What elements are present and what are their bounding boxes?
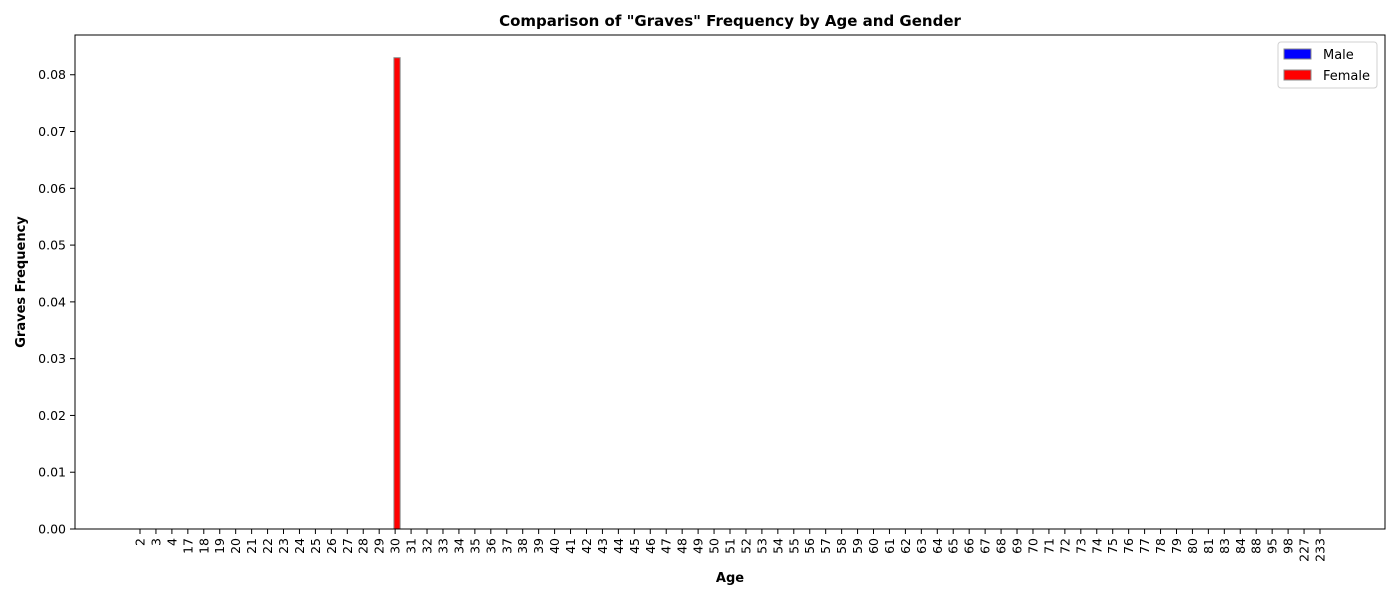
x-axis-label: Age (716, 571, 744, 586)
x-tick-label: 20 (228, 538, 243, 554)
y-tick-label: 0.02 (38, 408, 66, 423)
x-tick-label: 21 (244, 538, 259, 554)
x-tick-label: 34 (451, 538, 466, 554)
x-tick-label: 55 (786, 538, 801, 554)
x-tick-label: 39 (531, 538, 546, 554)
legend-label-female: Female (1323, 69, 1370, 84)
x-tick-label: 38 (515, 538, 530, 554)
y-tick-label: 0.03 (38, 351, 66, 366)
x-tick-label: 62 (898, 538, 913, 554)
x-tick-label: 28 (356, 538, 371, 554)
y-tick-label: 0.08 (38, 67, 66, 82)
legend: Male Female (1277, 41, 1378, 89)
y-tick-label: 0.00 (38, 522, 66, 537)
x-tick-label: 65 (946, 538, 961, 554)
x-tick-label: 58 (834, 538, 849, 554)
x-tick-label: 66 (962, 538, 977, 554)
x-tick-label: 75 (1105, 538, 1120, 554)
x-tick-label: 67 (978, 538, 993, 554)
x-tick-label: 31 (404, 538, 419, 554)
x-tick-label: 19 (212, 538, 227, 554)
x-tick-label: 227 (1297, 538, 1312, 562)
x-tick-label: 70 (1025, 538, 1040, 554)
bar-female (393, 57, 401, 530)
x-tick-label: 3 (148, 538, 163, 546)
x-tick-label: 84 (1233, 538, 1248, 554)
y-tick-label: 0.06 (38, 181, 66, 196)
x-tick-label: 22 (260, 538, 275, 554)
x-tick-label: 77 (1137, 538, 1152, 554)
x-tick-label: 54 (770, 538, 785, 554)
x-tick-label: 233 (1313, 538, 1328, 562)
x-tick-label: 45 (627, 538, 642, 554)
x-tick-label: 41 (563, 538, 578, 554)
x-tick-label: 88 (1249, 538, 1264, 554)
x-tick-label: 76 (1121, 538, 1136, 554)
x-tick-label: 2 (133, 538, 148, 546)
x-tick-label: 78 (1153, 538, 1168, 554)
chart-title: Comparison of "Graves" Frequency by Age … (499, 12, 961, 30)
x-tick-label: 25 (308, 538, 323, 554)
y-tick-label: 0.05 (38, 238, 66, 253)
x-tick-label: 50 (707, 538, 722, 554)
x-tick-label: 64 (930, 538, 945, 554)
plot-frame (74, 34, 1386, 530)
x-tick-label: 33 (435, 538, 450, 554)
x-tick-label: 53 (754, 538, 769, 554)
x-tick-label: 56 (802, 538, 817, 554)
x-tick-label: 40 (547, 538, 562, 554)
y-tick-label: 0.01 (38, 465, 66, 480)
x-tick-label: 52 (738, 538, 753, 554)
x-tick-label: 79 (1169, 538, 1184, 554)
x-tick-label: 68 (994, 538, 1009, 554)
x-tick-label: 73 (1073, 538, 1088, 554)
x-tick-label: 4 (164, 538, 179, 546)
x-tick-label: 71 (1041, 538, 1056, 554)
x-tick-label: 49 (691, 538, 706, 554)
x-tick-label: 30 (388, 538, 403, 554)
x-tick-label: 35 (467, 538, 482, 554)
x-tick-label: 69 (1010, 538, 1025, 554)
x-tick-label: 43 (595, 538, 610, 554)
x-tick-label: 72 (1057, 538, 1072, 554)
x-tick-label: 61 (882, 538, 897, 554)
y-axis: 0.00 0.01 0.02 0.03 0.04 0.05 0.06 0.07 0.08 (38, 67, 75, 537)
x-tick-label: 27 (340, 538, 355, 554)
x-tick-label: 57 (818, 538, 833, 554)
x-tick-label: 48 (675, 538, 690, 554)
x-tick-label: 29 (372, 538, 387, 554)
x-tick-label: 98 (1281, 538, 1296, 554)
legend-swatch-female (1283, 69, 1312, 81)
x-tick-label: 42 (579, 538, 594, 554)
x-tick-label: 80 (1185, 538, 1200, 554)
x-tick-label: 26 (324, 538, 339, 554)
x-tick-label: 83 (1217, 538, 1232, 554)
x-axis: 2 3 4 17 18 19 20 21 22 23 24 25 26 27 28 29 30 31 32 33 34 3… (133, 529, 1328, 562)
x-tick-label: 37 (499, 538, 514, 554)
x-tick-label: 18 (196, 538, 211, 554)
x-tick-label: 63 (914, 538, 929, 554)
x-tick-label: 95 (1265, 538, 1280, 554)
y-tick-label: 0.07 (38, 124, 66, 139)
x-tick-label: 32 (420, 538, 435, 554)
x-tick-label: 46 (643, 538, 658, 554)
bars-layer (393, 57, 401, 530)
x-tick-label: 23 (276, 538, 291, 554)
x-tick-label: 47 (659, 538, 674, 554)
x-tick-label: 36 (483, 538, 498, 554)
legend-label-male: Male (1323, 48, 1354, 63)
y-axis-label: Graves Frequency (14, 216, 29, 348)
x-tick-label: 24 (292, 538, 307, 554)
x-tick-label: 17 (180, 538, 195, 554)
y-tick-label: 0.04 (38, 294, 66, 309)
legend-swatch-male (1283, 48, 1312, 60)
x-tick-label: 81 (1201, 538, 1216, 554)
x-tick-label: 44 (611, 538, 626, 554)
x-tick-label: 74 (1089, 538, 1104, 554)
x-tick-label: 60 (866, 538, 881, 554)
x-tick-label: 59 (850, 538, 865, 554)
x-tick-label: 51 (723, 538, 738, 554)
